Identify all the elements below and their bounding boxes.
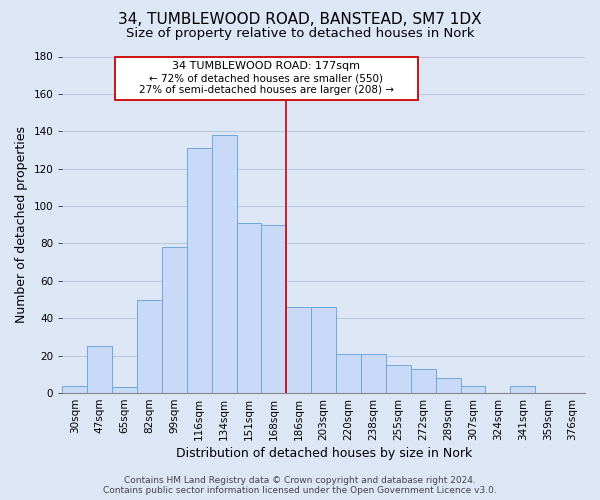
Text: Contains HM Land Registry data © Crown copyright and database right 2024.
Contai: Contains HM Land Registry data © Crown c… (103, 476, 497, 495)
Bar (162, 247, 187, 393)
Text: 34, TUMBLEWOOD ROAD, BANSTEAD, SM7 1DX: 34, TUMBLEWOOD ROAD, BANSTEAD, SM7 1DX (118, 12, 482, 28)
Bar (311, 307, 336, 393)
Text: ← 72% of detached houses are smaller (550): ← 72% of detached houses are smaller (55… (149, 73, 383, 83)
Bar (361, 354, 386, 393)
Bar (112, 388, 137, 393)
Text: 34 TUMBLEWOOD ROAD: 177sqm: 34 TUMBLEWOOD ROAD: 177sqm (172, 61, 361, 71)
Text: Size of property relative to detached houses in Nork: Size of property relative to detached ho… (125, 28, 475, 40)
Bar (286, 307, 311, 393)
Bar (436, 378, 461, 393)
Bar (262, 225, 286, 393)
Bar (212, 135, 236, 393)
FancyBboxPatch shape (115, 56, 418, 100)
Y-axis label: Number of detached properties: Number of detached properties (15, 126, 28, 324)
Bar (411, 369, 436, 393)
X-axis label: Distribution of detached houses by size in Nork: Distribution of detached houses by size … (176, 447, 472, 460)
Bar (336, 354, 361, 393)
Bar (461, 386, 485, 393)
Bar (236, 223, 262, 393)
Text: 27% of semi-detached houses are larger (208) →: 27% of semi-detached houses are larger (… (139, 85, 394, 95)
Bar (511, 386, 535, 393)
Bar (187, 148, 212, 393)
Bar (386, 365, 411, 393)
Bar (62, 386, 87, 393)
Bar (137, 300, 162, 393)
Bar (87, 346, 112, 393)
